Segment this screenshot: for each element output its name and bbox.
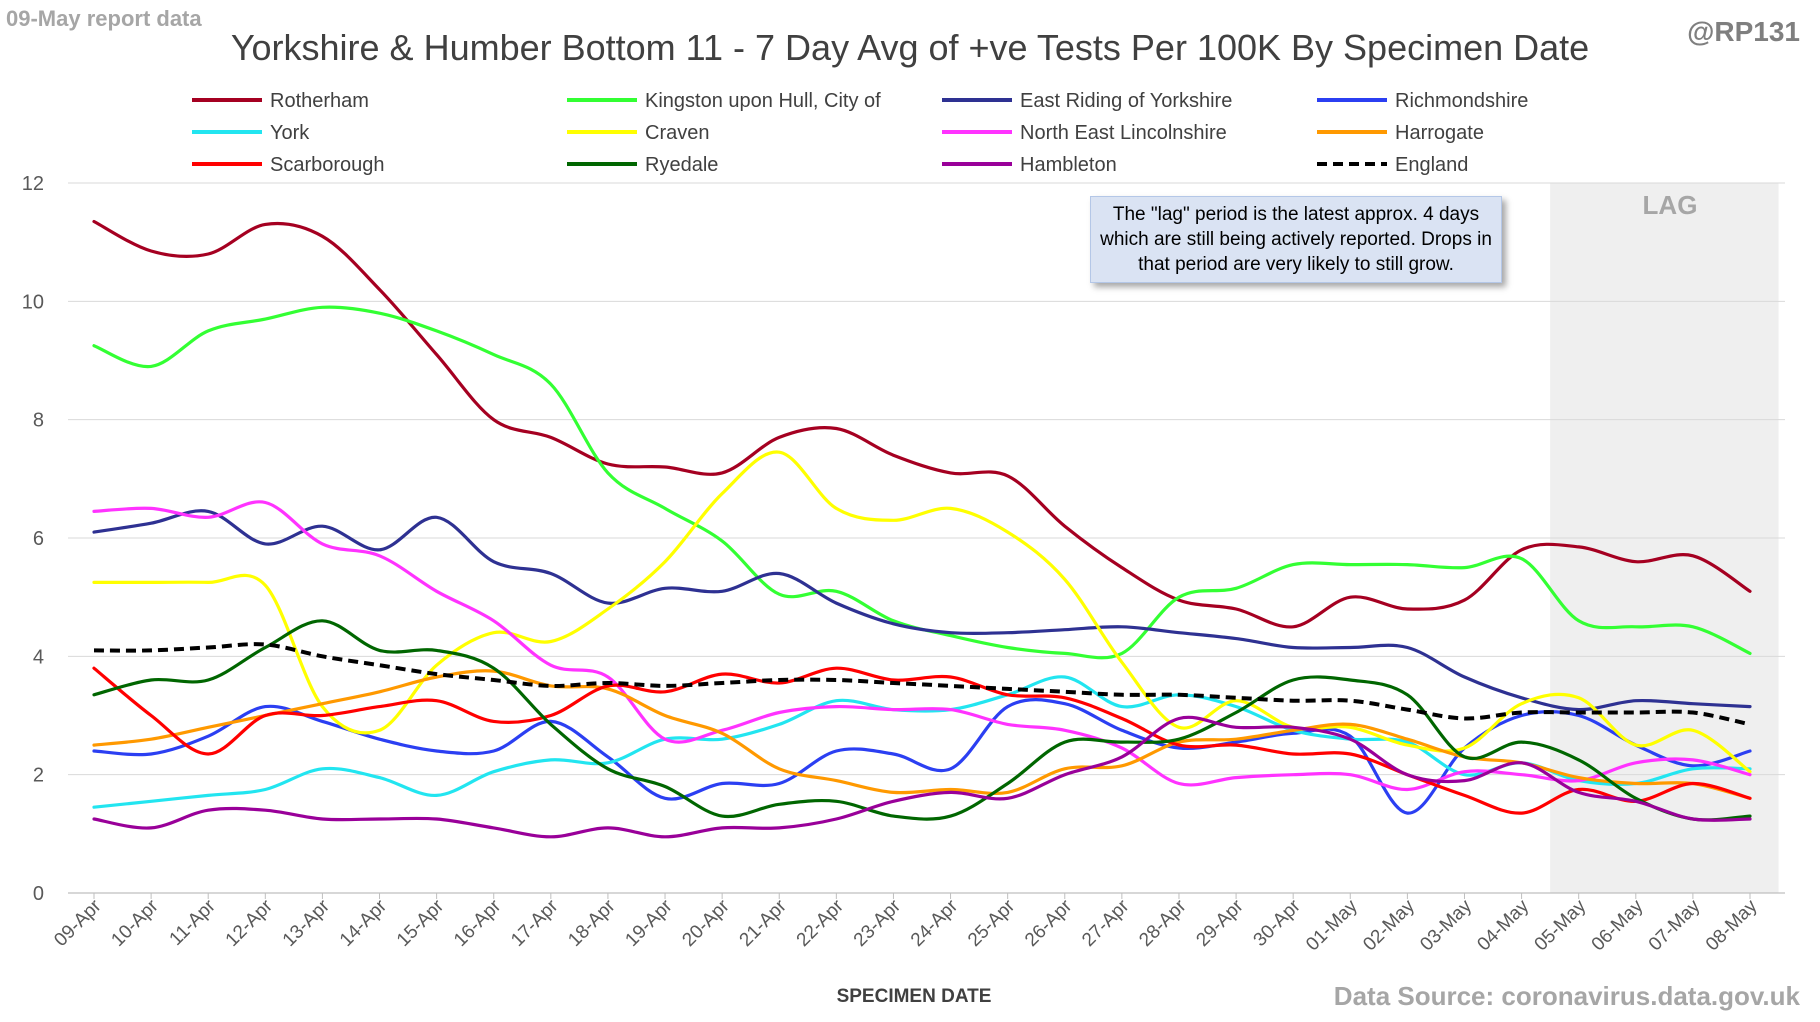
y-tick-label: 2 (33, 765, 44, 787)
x-tick-label: 08-May (1702, 895, 1762, 955)
report-date-label: 09-May report data (6, 6, 202, 31)
legend-label-ryedale: Ryedale (645, 154, 718, 176)
series-line-hambleton (92, 715, 1752, 839)
y-tick-label: 4 (33, 646, 44, 668)
series-line-kingston-upon-hull-city-of (92, 305, 1752, 660)
x-tick-label: 05-May (1531, 895, 1591, 955)
y-tick-label: 6 (33, 528, 44, 550)
chart-title: Yorkshire & Humber Bottom 11 - 7 Day Avg… (231, 27, 1589, 68)
legend-label-craven: Craven (645, 122, 709, 144)
x-tick-label: 15-Apr (393, 895, 449, 951)
x-tick-label: 27-Apr (1078, 895, 1134, 951)
lag-annotation-box: The "lag" period is the latest approx. 4… (1090, 196, 1502, 283)
series-line-north-east-lincolnshire (92, 500, 1752, 792)
x-tick-label: 10-Apr (107, 895, 163, 951)
x-tick-label: 17-Apr (507, 895, 563, 951)
x-tick-label: 09-Apr (50, 895, 106, 951)
x-tick-label: 24-Apr (907, 895, 963, 951)
x-tick-label: 13-Apr (279, 895, 335, 951)
y-axis: 0 2 4 6 8 10 12 (22, 173, 1785, 905)
x-tick-label: 29-Apr (1192, 895, 1248, 951)
x-tick-label: 07-May (1645, 895, 1705, 955)
x-tick-label: 26-Apr (1021, 895, 1077, 951)
x-tick-label: 01-May (1302, 895, 1362, 955)
legend-label-york: York (270, 122, 310, 144)
x-tick-label: 06-May (1588, 895, 1648, 955)
x-tick-label: 19-Apr (621, 895, 677, 951)
series-lines (92, 219, 1752, 839)
legend-label-kingston-upon-hull-city-of: Kingston upon Hull, City of (645, 90, 881, 112)
legend-label-north-east-lincolnshire: North East Lincolnshire (1020, 122, 1227, 144)
legend-label-scarborough: Scarborough (270, 154, 385, 176)
x-tick-label: 18-Apr (564, 895, 620, 951)
legend-label-england: England (1395, 154, 1468, 176)
x-tick-label: 04-May (1473, 895, 1533, 955)
author-handle: @RP131 (1687, 16, 1800, 47)
series-line-ryedale (92, 619, 1752, 822)
x-axis-title: SPECIMEN DATE (837, 986, 992, 1007)
data-source: Data Source: coronavirus.data.gov.uk (1333, 981, 1800, 1011)
x-tick-label: 03-May (1416, 895, 1476, 955)
x-tick-label: 22-Apr (793, 895, 849, 951)
legend-label-east-riding-of-yorkshire: East Riding of Yorkshire (1020, 90, 1232, 112)
y-tick-label: 0 (33, 883, 44, 905)
x-tick-label: 14-Apr (336, 895, 392, 951)
lag-label: LAG (1643, 190, 1698, 220)
x-tick-label: 20-Apr (678, 895, 734, 951)
series-line-england (93, 642, 1751, 727)
y-tick-label: 12 (22, 173, 44, 195)
series-line-scarborough (92, 666, 1752, 815)
x-tick-label: 30-Apr (1250, 895, 1306, 951)
x-tick-label: 16-Apr (450, 895, 506, 951)
series-line-rotherham (92, 219, 1752, 629)
x-tick-label: 12-Apr (222, 895, 278, 951)
series-line-craven (92, 450, 1752, 774)
series-line-york (92, 675, 1752, 809)
x-tick-label: 28-Apr (1135, 895, 1191, 951)
x-tick-label: 25-Apr (964, 895, 1020, 951)
legend-label-rotherham: Rotherham (270, 90, 369, 112)
x-tick-label: 02-May (1359, 895, 1419, 955)
y-tick-label: 10 (22, 291, 44, 313)
legend-label-hambleton: Hambleton (1020, 154, 1117, 176)
legend-label-harrogate: Harrogate (1395, 122, 1484, 144)
y-tick-label: 8 (33, 410, 44, 432)
legend: Rotherham Kingston upon Hull, City of East… (192, 90, 1528, 176)
x-tick-label: 23-Apr (850, 895, 906, 951)
series-line-east-riding-of-yorkshire (92, 509, 1752, 712)
x-axis: 09-Apr 10-Apr 11-Apr 12-Apr 13-Apr 14-Apr 15-A… (50, 893, 1762, 955)
gridlines (68, 182, 1785, 894)
legend-label-richmondshire: Richmondshire (1395, 90, 1528, 112)
x-tick-label: 11-Apr (166, 895, 221, 950)
x-tick-label: 21-Apr (736, 895, 792, 951)
